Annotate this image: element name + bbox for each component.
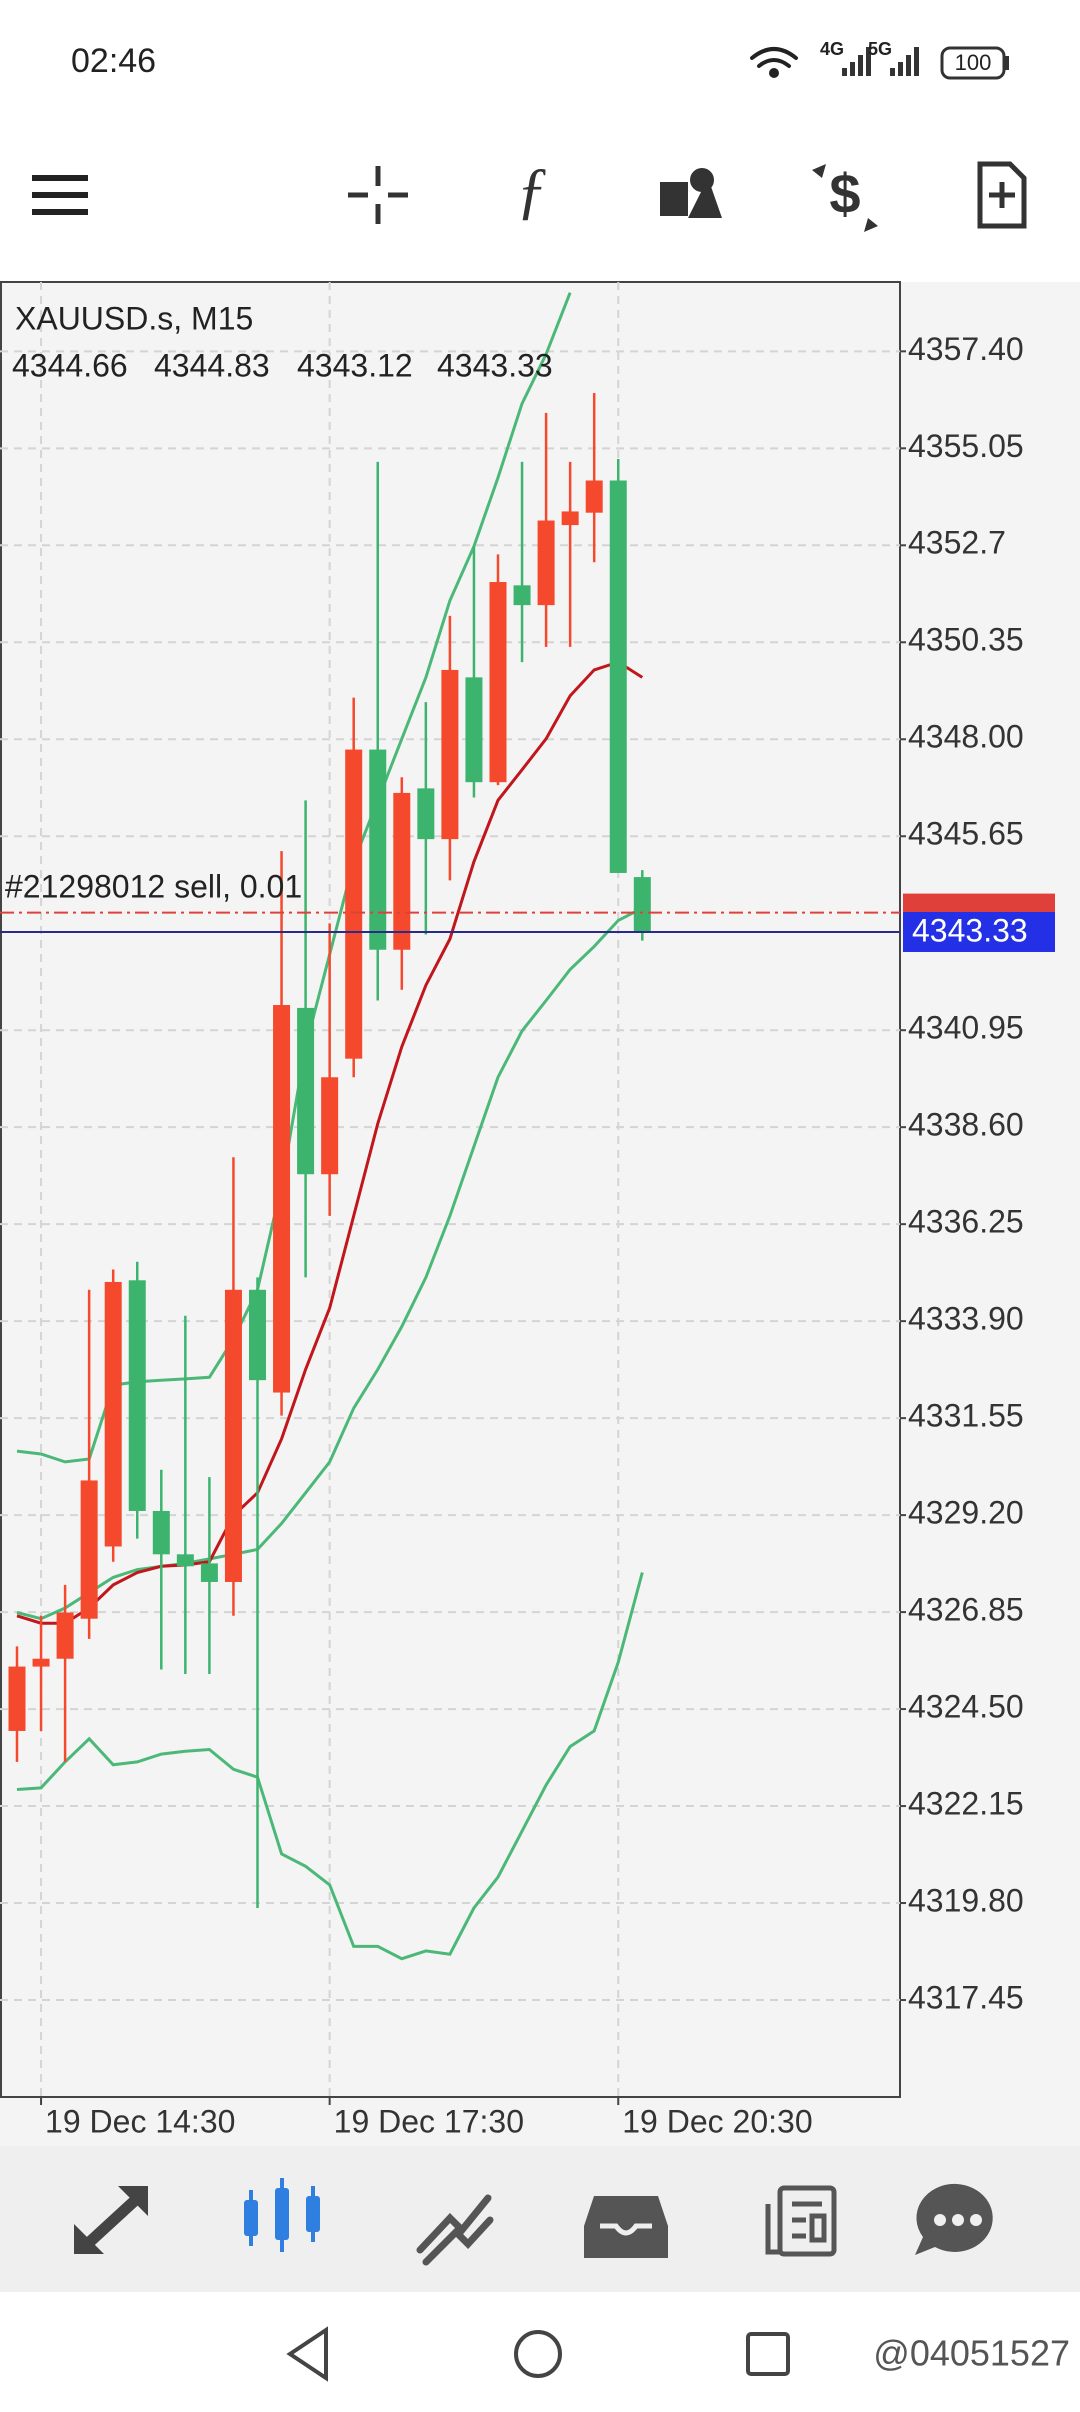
svg-text:$: $: [829, 162, 860, 225]
y-tick-label: 4336.25: [908, 1204, 1024, 1240]
y-tick-label: 4333.90: [908, 1301, 1024, 1337]
tab-bar: [0, 2146, 1080, 2292]
crosshair-button[interactable]: [348, 166, 408, 224]
candle-body: [80, 1480, 98, 1619]
candle-body: [369, 749, 387, 950]
candle-body: [417, 788, 435, 840]
y-tick-label: 4317.45: [908, 1979, 1024, 2015]
network-label: 4G: [820, 39, 844, 59]
y-tick-label: 4322.15: [908, 1786, 1024, 1822]
nav-recents[interactable]: [746, 2332, 790, 2376]
wifi-icon: [750, 47, 798, 78]
candle-body: [273, 1005, 291, 1393]
plot: [0, 282, 900, 2097]
trade-button[interactable]: $: [812, 162, 878, 232]
objects-button[interactable]: [660, 168, 722, 218]
candle-body: [537, 520, 555, 606]
candle-body: [200, 1563, 218, 1582]
candle-body: [489, 582, 507, 783]
tab-chart[interactable]: [244, 2178, 320, 2252]
y-tick-label: 4329.20: [908, 1495, 1024, 1531]
x-tick-label: 19 Dec 20:30: [622, 2103, 812, 2139]
tab-quotes[interactable]: [74, 2186, 148, 2254]
chart-title: XAUUSD.s, M15: [15, 300, 253, 336]
x-tick-label: 19 Dec 17:30: [334, 2103, 524, 2139]
candle-body: [633, 877, 651, 932]
candle-body: [609, 480, 627, 873]
candle-body: [297, 1007, 315, 1175]
candle-body: [152, 1510, 170, 1555]
candle-body: [8, 1666, 26, 1731]
tab-history[interactable]: [584, 2196, 668, 2258]
battery-tip: [1005, 56, 1009, 70]
y-tick-label: 4357.40: [908, 331, 1024, 367]
order-label: #21298012 sell, 0.01: [5, 868, 302, 904]
network-label: 5G: [868, 39, 892, 59]
candle-body: [465, 677, 483, 783]
y-tick-label: 4324.50: [908, 1689, 1024, 1725]
y-tick-label: 4348.00: [908, 719, 1024, 755]
candle-body: [441, 669, 459, 840]
y-tick-label: 4319.80: [908, 1882, 1024, 1918]
bid-price-label: 4343.33: [912, 912, 1028, 948]
status-time: 02:46: [71, 42, 156, 80]
y-tick-label: 4340.95: [908, 1010, 1024, 1046]
battery-level: 100: [955, 50, 992, 75]
tab-chat[interactable]: [915, 2183, 993, 2255]
indicator-line: [16, 660, 644, 1625]
bid-price-tag: [903, 911, 1055, 952]
menu-button[interactable]: [32, 175, 88, 215]
y-tick-label: 4338.60: [908, 1107, 1024, 1143]
tab-trade[interactable]: [416, 2194, 494, 2266]
candle-body: [249, 1289, 266, 1381]
indicators-button[interactable]: ƒ: [516, 155, 548, 226]
battery: [940, 46, 1006, 80]
nav-home[interactable]: [514, 2330, 562, 2378]
x-tick-label: 19 Dec 14:30: [45, 2103, 235, 2139]
candle-body: [585, 480, 603, 513]
header-bg: [0, 0, 1080, 282]
nav-back[interactable]: [286, 2326, 328, 2382]
ohlc-close: 4343.33: [437, 347, 553, 383]
new-order-button[interactable]: [977, 161, 1027, 229]
y-tick-label: 4331.55: [908, 1398, 1024, 1434]
candle-body: [128, 1280, 146, 1511]
candle-body: [32, 1658, 50, 1667]
candle-body: [321, 1077, 339, 1175]
candle-body: [104, 1281, 122, 1547]
ohlc-high: 4344.83: [154, 347, 270, 383]
ohlc-low: 4343.12: [297, 347, 413, 383]
tab-news[interactable]: [765, 2185, 837, 2257]
candle-body: [393, 792, 411, 950]
y-tick-label: 4350.35: [908, 622, 1024, 658]
y-tick-label: 4352.7: [908, 525, 1006, 561]
y-tick-label: 4326.85: [908, 1592, 1024, 1628]
candle-body: [224, 1289, 242, 1582]
indicator-line: [16, 906, 643, 1621]
candle-body: [561, 511, 579, 526]
indicator-line: [16, 1572, 644, 1961]
y-tick-label: 4345.65: [908, 816, 1024, 852]
signal-bars: [842, 47, 871, 76]
watermark: @04051527: [873, 2333, 1070, 2374]
candle-body: [56, 1612, 74, 1659]
ohlc-open: 4344.66: [12, 347, 128, 383]
signal-bars: [890, 47, 919, 76]
plot-frame: [0, 281, 901, 2098]
candle-body: [176, 1554, 194, 1567]
candle-body: [345, 749, 363, 1059]
system-nav: [0, 2292, 1080, 2412]
candle-body: [513, 585, 531, 606]
y-tick-label: 4355.05: [908, 428, 1024, 464]
